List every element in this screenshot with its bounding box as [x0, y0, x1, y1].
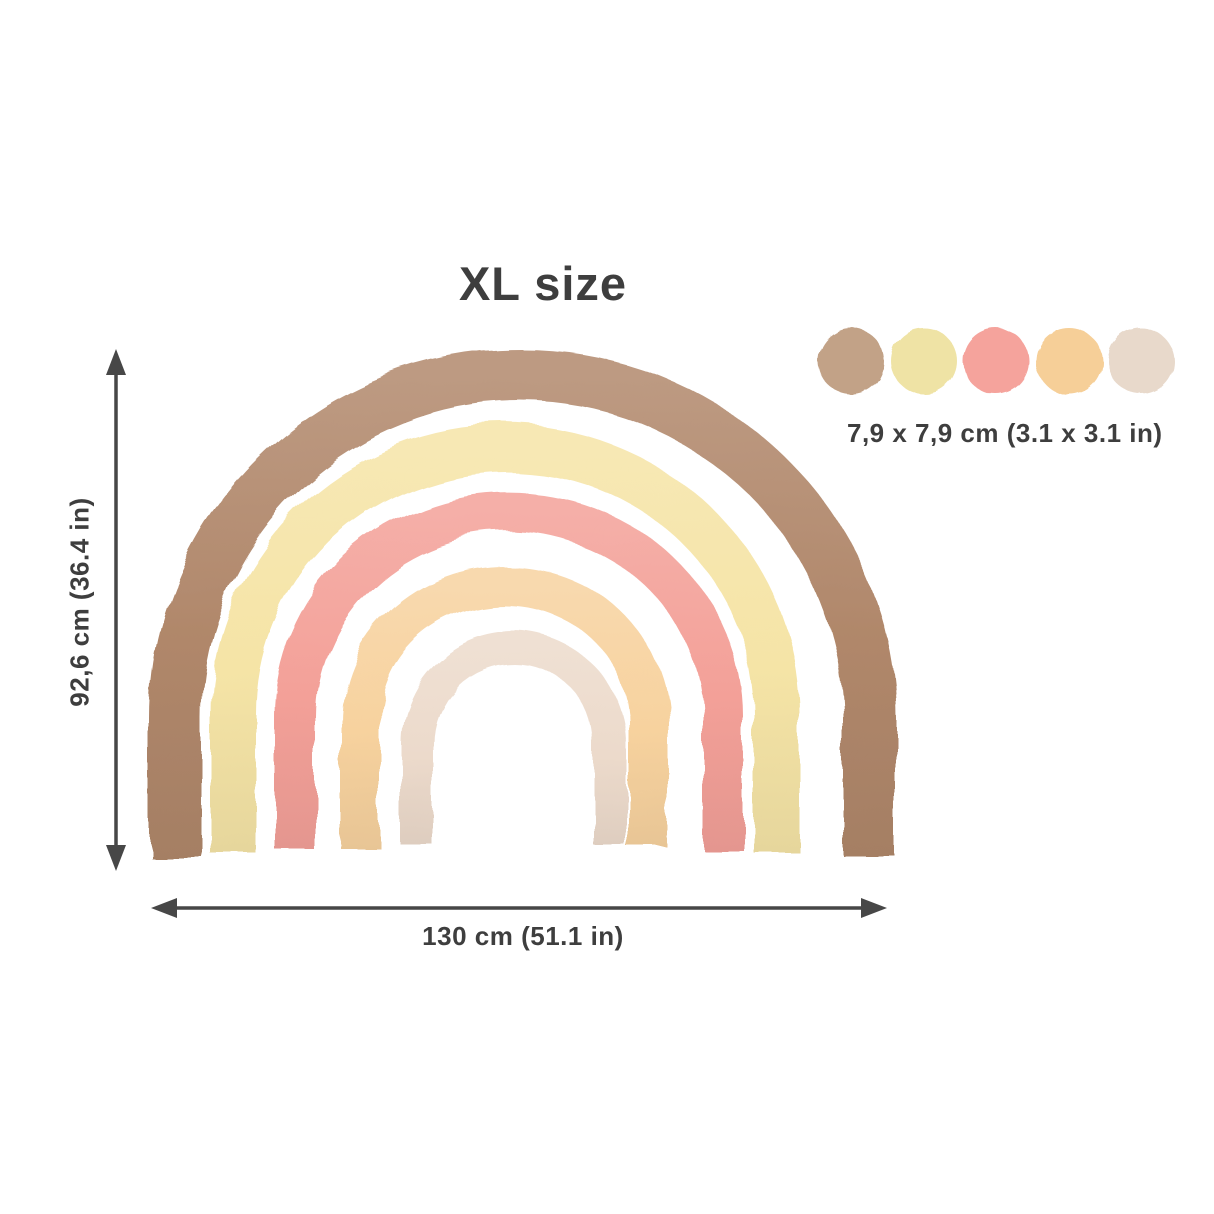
- arrowhead-left-icon: [151, 898, 177, 918]
- arrowhead-up-icon: [106, 349, 126, 375]
- swatch-dot-pale-yellow: [891, 328, 957, 394]
- rainbow-band-peach: [340, 565, 668, 848]
- rainbow-illustration: [149, 350, 895, 856]
- arrowhead-down-icon: [106, 845, 126, 871]
- rainbow-band-brown: [149, 350, 895, 856]
- width-dimension-label: 130 cm (51.1 in): [422, 921, 624, 951]
- page-title: XL size: [458, 257, 628, 310]
- rainbow-band-yellow: [210, 425, 800, 853]
- height-dimension-label: 92,6 cm (36.4 in): [64, 497, 95, 707]
- rainbow-band-cream: [402, 632, 626, 846]
- swatch-dot-cream: [1108, 328, 1174, 394]
- swatch-dot-pink: [963, 328, 1029, 394]
- swatch-dot-tan: [818, 328, 884, 394]
- swatch-size-label: 7,9 x 7,9 cm (3.1 x 3.1 in): [847, 418, 1163, 448]
- height-dimension-arrow: [106, 349, 126, 871]
- width-dimension-arrow: [151, 898, 887, 918]
- dimension-arrows: [106, 349, 887, 918]
- rainbow-band-pink: [275, 493, 743, 850]
- swatch-dot-peach: [1036, 328, 1102, 394]
- arrowhead-right-icon: [861, 898, 887, 918]
- color-swatch-dots: [818, 328, 1174, 394]
